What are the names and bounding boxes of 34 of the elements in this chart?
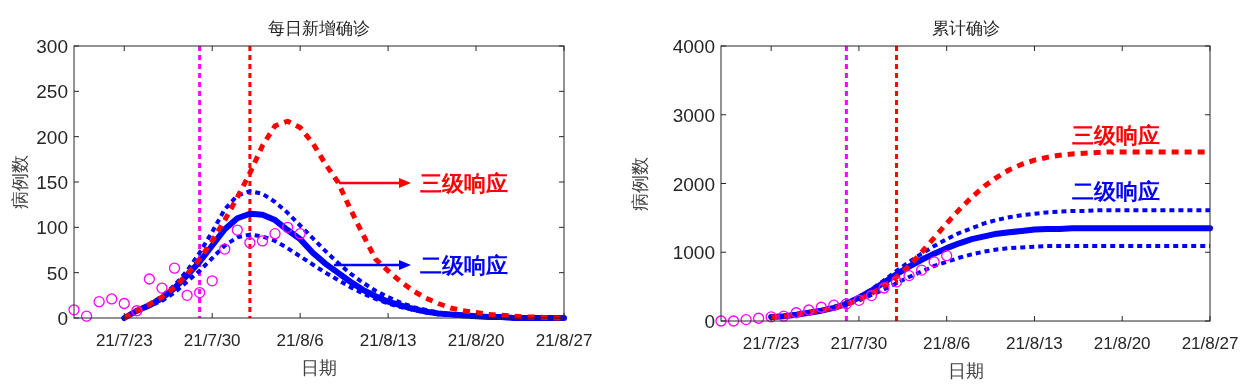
- annotation: 二级响应: [420, 253, 508, 278]
- annotation: 三级响应: [1072, 123, 1160, 148]
- y-tick-label: 300: [36, 36, 68, 57]
- x-tick-label: 21/7/30: [183, 331, 241, 350]
- annotation: 三级响应: [420, 171, 508, 196]
- x-tick-label: 21/8/20: [447, 331, 505, 350]
- y-tick-label: 100: [36, 217, 68, 239]
- y-tick-label: 1000: [672, 242, 715, 264]
- y-tick-label: 4000: [672, 36, 715, 57]
- y-tick-label: 250: [36, 81, 68, 103]
- x-axis-title: 日期: [947, 361, 984, 381]
- y-axis-title: 病例数: [630, 156, 650, 211]
- y-tick-label: 50: [46, 262, 68, 284]
- x-axis-title: 日期: [301, 358, 337, 378]
- chart-title: 每日新增确诊: [268, 19, 370, 38]
- x-tick-label: 21/7/23: [742, 334, 800, 353]
- x-tick-label: 21/8/20: [1093, 334, 1151, 353]
- x-tick-label: 21/7/23: [95, 331, 153, 350]
- y-tick-label: 0: [704, 311, 715, 332]
- annotation: 二级响应: [1072, 179, 1160, 204]
- y-tick-label: 0: [57, 308, 68, 329]
- y-tick-label: 150: [36, 172, 68, 193]
- x-tick-label: 21/8/27: [535, 331, 593, 350]
- y-tick-label: 200: [36, 126, 68, 148]
- y-tick-label: 2000: [672, 173, 715, 195]
- chart-title: 累计确诊: [931, 19, 1000, 38]
- x-tick-label: 21/8/13: [1006, 334, 1063, 353]
- y-axis-title: 病例数: [10, 155, 30, 209]
- x-tick-label: 21/8/27: [1181, 334, 1239, 353]
- x-tick-label: 21/8/13: [359, 331, 417, 350]
- x-tick-label: 21/8/6: [923, 334, 971, 353]
- y-tick-label: 3000: [672, 104, 715, 126]
- x-tick-label: 21/8/6: [276, 331, 324, 350]
- x-tick-label: 21/7/30: [830, 334, 888, 353]
